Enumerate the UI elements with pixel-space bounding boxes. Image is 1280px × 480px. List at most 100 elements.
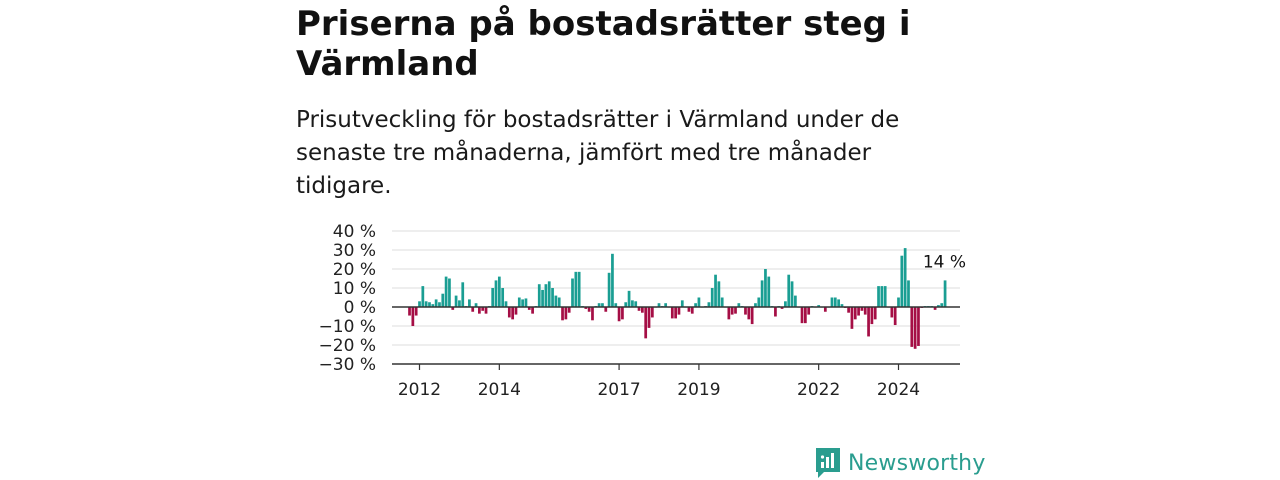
bar	[577, 271, 581, 307]
bar	[574, 271, 578, 307]
bar	[817, 305, 821, 307]
bar	[561, 307, 564, 321]
bar	[877, 286, 880, 307]
bar	[790, 281, 794, 307]
bar	[750, 307, 754, 325]
bar	[554, 295, 558, 307]
bar	[431, 304, 435, 307]
bar	[597, 303, 601, 307]
bar	[541, 289, 544, 307]
x-axis-ticks: 2012 2014 2017 2019 2022 2024	[398, 364, 920, 400]
bar	[587, 307, 591, 312]
bar	[471, 307, 475, 312]
y-axis-ticks: 40 %30 %20 %10 %0 %−10 %−20 %−30 %	[319, 222, 376, 375]
chart-subtitle: Prisutveckling för bostadsrätter i Värml…	[296, 107, 900, 199]
bar	[680, 300, 684, 307]
newsworthy-logo-icon	[816, 448, 840, 478]
bar	[481, 307, 485, 311]
bar	[690, 307, 694, 314]
bar	[527, 307, 531, 310]
bar	[804, 307, 807, 324]
bar	[418, 301, 421, 307]
bar	[461, 282, 465, 307]
bars	[408, 248, 947, 349]
annotations: 14 %	[923, 252, 966, 272]
bar	[784, 301, 787, 307]
x-tick-label: 2014	[478, 380, 521, 400]
bar	[737, 303, 741, 307]
bar	[873, 307, 877, 320]
bar	[411, 307, 415, 326]
y-tick-label: 10 %	[333, 279, 376, 299]
bar	[714, 274, 717, 307]
bar	[727, 307, 731, 320]
y-tick-label: 30 %	[333, 241, 376, 261]
bar	[631, 300, 634, 307]
bar	[438, 302, 441, 307]
bar	[863, 307, 867, 315]
bar	[913, 307, 917, 349]
bar	[504, 301, 508, 307]
axes	[392, 306, 960, 365]
bar	[454, 295, 458, 307]
bar	[571, 278, 574, 307]
bar	[641, 307, 644, 313]
x-tick-label: 2022	[797, 380, 840, 400]
bar	[917, 307, 920, 346]
bar	[837, 299, 840, 307]
bar	[890, 307, 894, 318]
bar	[448, 278, 451, 307]
bar	[664, 303, 668, 307]
bar	[604, 307, 608, 312]
bar	[494, 280, 498, 307]
bar	[614, 303, 618, 307]
bar	[557, 297, 561, 307]
bar	[434, 299, 438, 307]
x-tick-label: 2012	[398, 380, 441, 400]
bar	[644, 307, 648, 339]
bar	[514, 307, 518, 315]
bar	[780, 307, 784, 309]
bar	[760, 280, 764, 307]
bar	[933, 307, 937, 310]
bar	[794, 295, 797, 307]
bar	[491, 288, 495, 307]
bar	[774, 307, 777, 317]
bar	[591, 307, 594, 321]
y-tick-label: 0 %	[344, 298, 376, 318]
bar	[624, 302, 628, 307]
bar	[943, 280, 947, 307]
bar	[441, 293, 445, 307]
bar	[611, 253, 614, 307]
y-tick-label: −30 %	[319, 355, 376, 375]
bar	[517, 297, 521, 307]
bar	[414, 307, 418, 316]
bar	[717, 281, 721, 307]
bar	[421, 286, 425, 307]
x-tick-label: 2017	[597, 380, 640, 400]
bar	[424, 301, 428, 307]
bar	[940, 303, 944, 307]
bar	[478, 307, 481, 314]
bar	[524, 298, 528, 307]
bar	[621, 307, 624, 320]
bar	[567, 307, 571, 313]
bar	[870, 307, 874, 325]
bar	[764, 269, 767, 307]
bar	[584, 307, 588, 309]
bar	[857, 307, 860, 316]
bar	[408, 307, 411, 316]
bar	[734, 307, 737, 314]
bar	[444, 276, 448, 307]
bar	[617, 307, 621, 322]
brand-logo: Newsworthy	[814, 446, 986, 480]
bar	[601, 303, 604, 307]
bar	[551, 288, 554, 307]
bar	[511, 307, 515, 320]
bar	[850, 307, 854, 329]
bar	[531, 307, 534, 314]
bar	[607, 272, 611, 307]
bar	[507, 307, 511, 318]
bar	[903, 248, 907, 307]
bar	[744, 307, 747, 315]
